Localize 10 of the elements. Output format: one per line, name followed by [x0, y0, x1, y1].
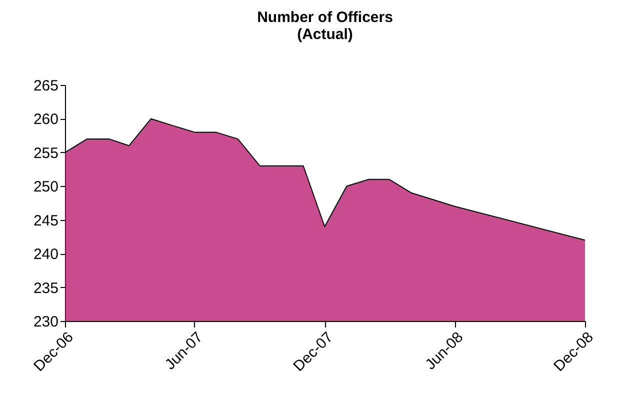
y-tick-label: 265 [33, 78, 58, 94]
y-tick-label: 250 [33, 178, 58, 196]
y-tick-label: 235 [33, 280, 58, 297]
y-tick-label: 245 [33, 212, 58, 230]
y-tick-label: 255 [33, 144, 58, 162]
chart-subtitle: (Actual) [297, 26, 353, 43]
y-tick-label: 260 [33, 111, 58, 128]
y-tick-label: 230 [33, 314, 58, 330]
y-tick-label: 240 [33, 246, 58, 264]
chart-title: Number of Officers [257, 9, 393, 26]
